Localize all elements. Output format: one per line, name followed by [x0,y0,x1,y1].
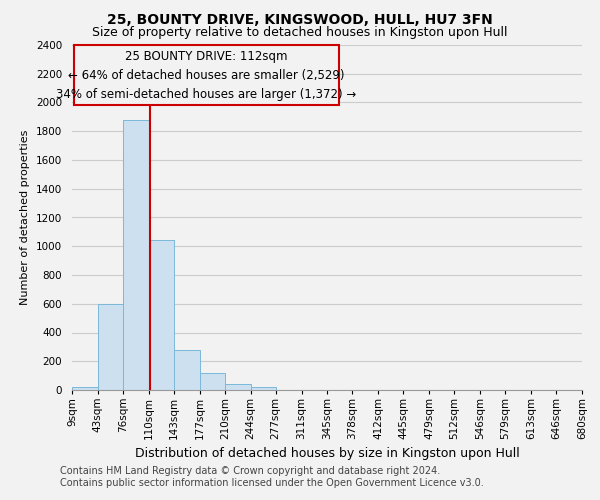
Y-axis label: Number of detached properties: Number of detached properties [20,130,31,305]
FancyBboxPatch shape [74,45,339,106]
Text: 25, BOUNTY DRIVE, KINGSWOOD, HULL, HU7 3FN: 25, BOUNTY DRIVE, KINGSWOOD, HULL, HU7 3… [107,12,493,26]
Bar [149,240,174,390]
Bar [72,387,98,390]
Text: 25 BOUNTY DRIVE: 112sqm
← 64% of detached houses are smaller (2,529)
34% of semi: 25 BOUNTY DRIVE: 112sqm ← 64% of detache… [56,50,356,100]
Bar [123,120,149,390]
Bar [98,304,123,390]
Text: Contains HM Land Registry data © Crown copyright and database right 2024.
Contai: Contains HM Land Registry data © Crown c… [60,466,484,487]
X-axis label: Distribution of detached houses by size in Kingston upon Hull: Distribution of detached houses by size … [134,448,520,460]
Bar [225,384,251,390]
Bar [251,387,275,390]
Bar [200,374,225,390]
Bar [174,350,200,390]
Text: Size of property relative to detached houses in Kingston upon Hull: Size of property relative to detached ho… [92,26,508,39]
